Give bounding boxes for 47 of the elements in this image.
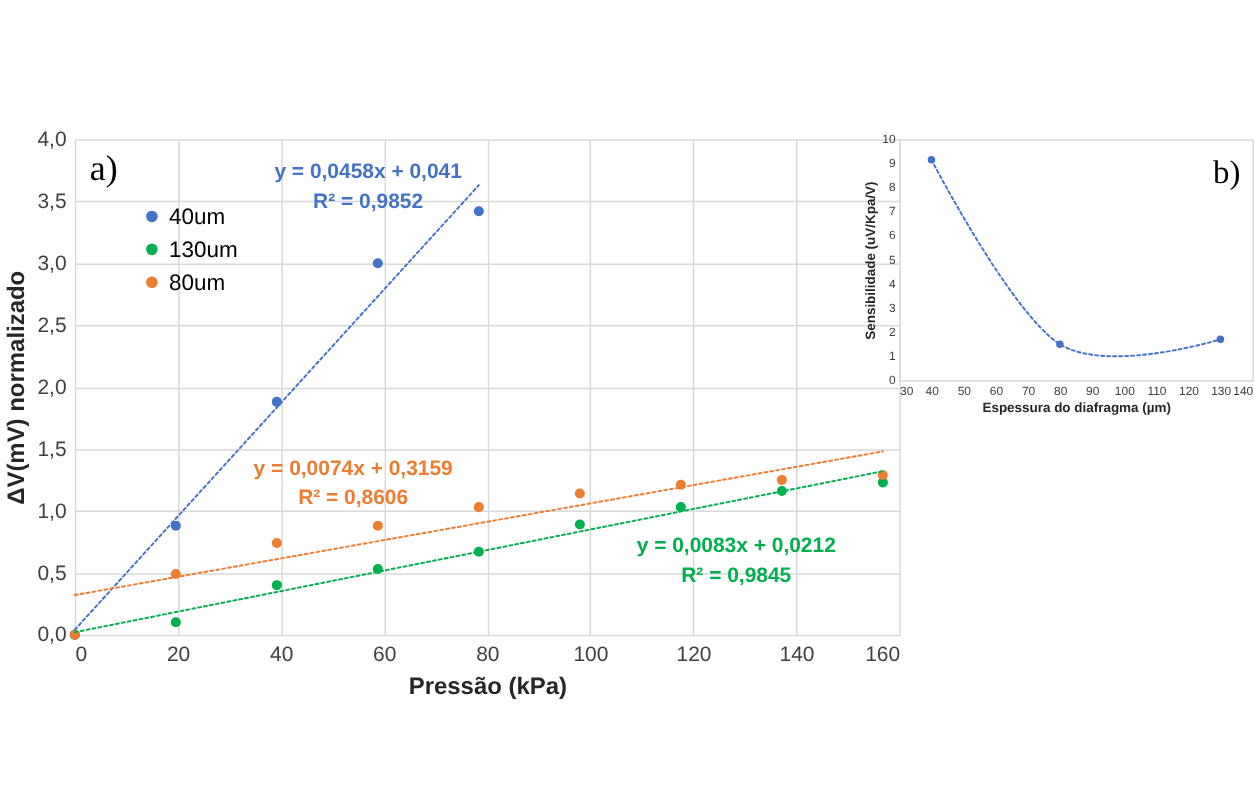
y-tick-label: 4,0 (37, 130, 67, 153)
x-tick-label: 80 (476, 644, 500, 667)
annotation: a) (89, 147, 118, 188)
annotation: y = 0,0083x + 0,0212 (636, 536, 837, 559)
x-tick-label: 120 (676, 644, 712, 667)
point (170, 617, 181, 628)
x-tick-label: 20 (166, 644, 191, 667)
x-tick-label: 40 (270, 644, 294, 667)
point (1056, 340, 1064, 348)
y-tick-label: 2,5 (37, 315, 67, 338)
legend-label: 40um (169, 205, 226, 230)
annotation: R² = 0,8606 (298, 488, 409, 511)
point (372, 520, 383, 531)
y-tick-label: 1,5 (37, 439, 67, 462)
point (1216, 335, 1225, 344)
annotation: b) (1213, 152, 1241, 191)
y-tick-label: 3,5 (37, 192, 67, 215)
y-axis-title: ΔV(mV) normalizado (2, 270, 30, 505)
point (271, 538, 282, 549)
x-tick-label: 60 (373, 644, 397, 667)
y-tick-label: 3,0 (37, 253, 67, 276)
y-tick-label: 0,0 (37, 625, 67, 648)
x-tick-label: 0 (75, 644, 88, 667)
point (271, 580, 282, 591)
x-tick-label: 160 (865, 644, 901, 667)
point (574, 519, 585, 530)
x-tick-label: 100 (573, 644, 609, 667)
annotation: y = 0,0074x + 0,3159 (253, 458, 454, 481)
y-tick-label: 2,0 (37, 377, 67, 400)
x-tick-label: 140 (779, 644, 815, 667)
point (675, 502, 686, 513)
y-tick-label: 1,0 (37, 501, 67, 524)
point (473, 206, 484, 217)
point (877, 469, 888, 480)
annotation: R² = 0,9852 (313, 192, 424, 215)
point (776, 474, 787, 485)
annotation: y = 0,0458x + 0,041 (274, 162, 463, 185)
point (372, 258, 383, 269)
legend-label: 80um (169, 271, 226, 296)
point (170, 520, 181, 531)
point (927, 156, 936, 164)
y-tick-label: 0,5 (37, 563, 67, 586)
legend-label: 130um (169, 238, 238, 263)
point (574, 488, 585, 499)
x-axis-title: Pressão (kPa) (408, 671, 568, 700)
point (473, 502, 484, 513)
annotation: R² = 0,9845 (681, 566, 792, 589)
